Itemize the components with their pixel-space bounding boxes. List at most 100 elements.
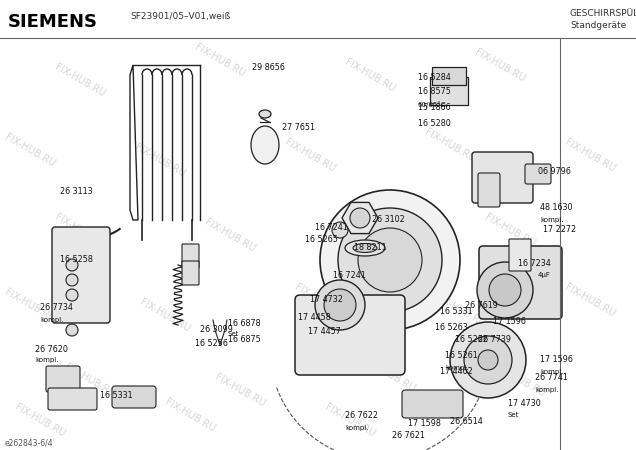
Text: FIX-HUB.RU: FIX-HUB.RU — [493, 362, 547, 398]
Circle shape — [358, 228, 422, 292]
Circle shape — [489, 274, 521, 306]
Text: 16 6878: 16 6878 — [228, 320, 261, 328]
Text: FIX-HUB.RU: FIX-HUB.RU — [213, 372, 267, 409]
Text: FIX-HUB.RU: FIX-HUB.RU — [203, 216, 257, 253]
Text: FIX-HUB.RU: FIX-HUB.RU — [473, 47, 527, 83]
Circle shape — [477, 262, 533, 318]
Text: 26 3099: 26 3099 — [200, 325, 233, 334]
FancyBboxPatch shape — [402, 390, 463, 418]
Text: FIX-HUB.RU: FIX-HUB.RU — [193, 41, 247, 78]
Text: FIX-HUB.RU: FIX-HUB.RU — [483, 212, 537, 248]
Text: 16 7234: 16 7234 — [518, 258, 551, 267]
Text: 26 7741: 26 7741 — [535, 374, 568, 382]
Text: 26 3113: 26 3113 — [60, 188, 93, 197]
Text: SIEMENS: SIEMENS — [8, 13, 98, 31]
Text: FIX-HUB.RU: FIX-HUB.RU — [3, 131, 57, 168]
Circle shape — [324, 289, 356, 321]
Text: 16 7241: 16 7241 — [315, 224, 348, 233]
Text: 17 4462: 17 4462 — [440, 368, 473, 377]
Text: FIX-HUB.RU: FIX-HUB.RU — [53, 62, 107, 99]
Text: 26 7621: 26 7621 — [392, 431, 425, 440]
Text: 26 7620: 26 7620 — [35, 346, 68, 355]
Text: kompl.: kompl. — [540, 217, 563, 223]
FancyBboxPatch shape — [182, 244, 199, 268]
Circle shape — [315, 280, 365, 330]
Text: 06 9796: 06 9796 — [538, 167, 571, 176]
Text: 29 8656: 29 8656 — [252, 63, 285, 72]
FancyBboxPatch shape — [472, 152, 533, 203]
FancyBboxPatch shape — [478, 173, 500, 207]
Text: FIX-HUB.RU: FIX-HUB.RU — [353, 207, 407, 243]
Circle shape — [66, 324, 78, 336]
Text: 48 1630: 48 1630 — [540, 203, 572, 212]
Circle shape — [350, 208, 370, 228]
Text: FIX-HUB.RU: FIX-HUB.RU — [163, 396, 217, 433]
Text: 16 5280: 16 5280 — [418, 118, 451, 127]
Text: Standgeräte: Standgeräte — [570, 21, 626, 30]
Text: FIX-HUB.RU: FIX-HUB.RU — [563, 282, 617, 319]
Text: FIX-HUB.RU: FIX-HUB.RU — [138, 297, 192, 333]
Circle shape — [66, 259, 78, 271]
Circle shape — [450, 322, 526, 398]
Text: 17 4732: 17 4732 — [310, 296, 343, 305]
Text: 27 7651: 27 7651 — [282, 123, 315, 132]
Text: 17 1598: 17 1598 — [408, 418, 441, 427]
Text: kompl.: kompl. — [345, 425, 368, 431]
Circle shape — [332, 222, 348, 238]
Text: 16 7241: 16 7241 — [333, 270, 366, 279]
Circle shape — [478, 350, 498, 370]
Text: kompl.: kompl. — [445, 365, 469, 371]
Text: 16 5261: 16 5261 — [445, 351, 478, 360]
Text: Set: Set — [228, 331, 239, 337]
Text: e262843-6/4: e262843-6/4 — [5, 438, 53, 447]
Text: FIX-HUB.RU: FIX-HUB.RU — [13, 401, 67, 438]
Text: 16 8575: 16 8575 — [418, 87, 451, 96]
Text: kompl.: kompl. — [540, 369, 563, 375]
FancyBboxPatch shape — [46, 366, 80, 392]
Text: FIX-HUB.RU: FIX-HUB.RU — [3, 287, 57, 324]
Circle shape — [66, 274, 78, 286]
Text: FIX-HUB.RU: FIX-HUB.RU — [343, 57, 397, 94]
Circle shape — [338, 208, 442, 312]
Text: 17 1596: 17 1596 — [493, 318, 526, 327]
Text: 16 5256: 16 5256 — [195, 339, 228, 348]
Text: GESCHIRRSPÜLGERÄTE: GESCHIRRSPÜLGERÄTE — [570, 9, 636, 18]
Text: FIX-HUB.RU: FIX-HUB.RU — [363, 356, 417, 393]
FancyBboxPatch shape — [295, 295, 405, 375]
Text: 17 1596: 17 1596 — [540, 356, 573, 364]
FancyBboxPatch shape — [52, 227, 110, 323]
FancyBboxPatch shape — [430, 77, 468, 105]
Text: Set: Set — [508, 412, 520, 418]
Text: 16 5265: 16 5265 — [305, 235, 338, 244]
Text: FIX-HUB.RU: FIX-HUB.RU — [283, 137, 337, 173]
Text: SF23901/05–V01,weiß: SF23901/05–V01,weiß — [130, 12, 230, 21]
Text: 4µF: 4µF — [538, 272, 551, 278]
FancyBboxPatch shape — [525, 164, 551, 184]
Text: kompl.: kompl. — [535, 387, 558, 393]
Text: FIX-HUB.RU: FIX-HUB.RU — [293, 282, 347, 319]
Text: 17 4730: 17 4730 — [508, 399, 541, 408]
Text: FIX-HUB.RU: FIX-HUB.RU — [63, 362, 117, 398]
FancyBboxPatch shape — [112, 386, 156, 408]
Text: kompl.: kompl. — [40, 317, 64, 323]
Text: 16 5262: 16 5262 — [455, 336, 488, 345]
FancyBboxPatch shape — [48, 388, 97, 410]
FancyBboxPatch shape — [432, 67, 466, 85]
FancyBboxPatch shape — [182, 261, 199, 285]
Text: 17 4457: 17 4457 — [308, 328, 341, 337]
Ellipse shape — [259, 110, 271, 118]
Ellipse shape — [353, 243, 377, 252]
Text: 16 5258: 16 5258 — [60, 256, 93, 265]
FancyBboxPatch shape — [479, 246, 562, 319]
Text: FIX-HUB.RU: FIX-HUB.RU — [133, 142, 187, 178]
Ellipse shape — [345, 240, 385, 256]
Text: 16 5284: 16 5284 — [418, 73, 451, 82]
Text: 16 5331: 16 5331 — [440, 307, 473, 316]
Text: kompl.: kompl. — [35, 357, 59, 363]
Text: 26 6514: 26 6514 — [450, 418, 483, 427]
Text: FIX-HUB.RU: FIX-HUB.RU — [563, 137, 617, 173]
Text: 16 6875: 16 6875 — [228, 336, 261, 345]
Text: 18 8211: 18 8211 — [354, 243, 387, 252]
Text: 15 1866: 15 1866 — [418, 103, 451, 112]
Circle shape — [320, 190, 460, 330]
